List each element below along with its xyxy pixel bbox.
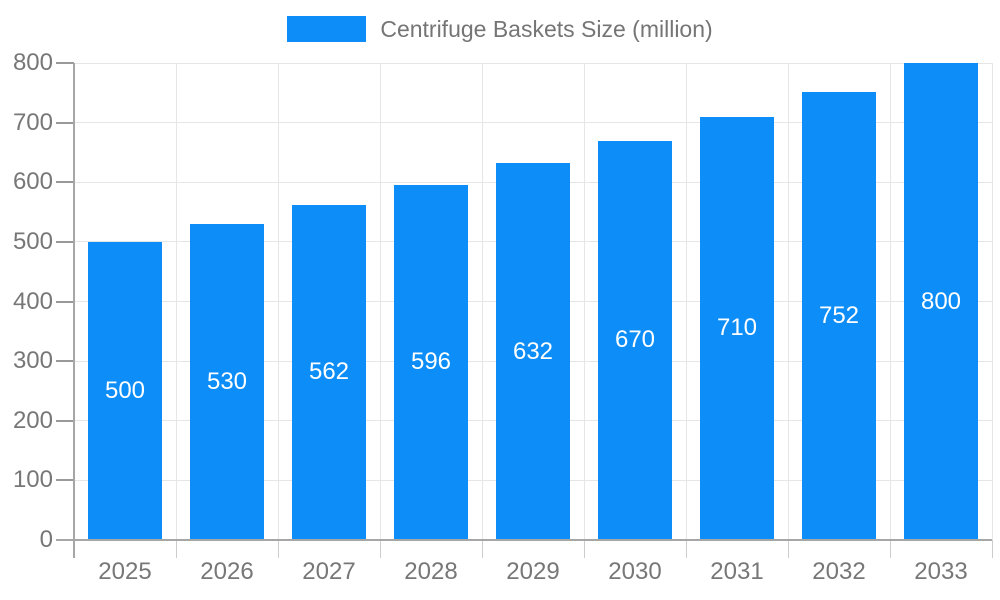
x-tick <box>481 540 483 558</box>
x-tick-label: 2033 <box>914 558 968 585</box>
legend-label[interactable]: Centrifuge Baskets Size (million) <box>380 16 713 42</box>
y-axis-line <box>73 63 75 558</box>
x-tick <box>583 540 585 558</box>
y-tick <box>56 62 74 64</box>
x-tick <box>175 540 177 558</box>
x-tick-label: 2027 <box>302 558 356 585</box>
bar[interactable] <box>598 140 672 540</box>
legend-swatch[interactable] <box>287 16 367 42</box>
bar[interactable] <box>88 241 162 540</box>
x-tick-label: 2026 <box>200 558 254 585</box>
bar[interactable] <box>904 63 978 540</box>
bar-value-label: 632 <box>512 337 554 365</box>
x-grid-line <box>277 63 279 540</box>
x-tick-label: 2025 <box>98 558 152 585</box>
y-tick-label: 100 <box>12 466 53 494</box>
bar-value-label: 752 <box>818 301 860 329</box>
bar-value-label: 596 <box>410 348 452 376</box>
y-tick <box>56 240 74 243</box>
y-tick <box>56 300 74 303</box>
x-tick <box>889 540 891 558</box>
x-tick <box>787 540 789 558</box>
bar[interactable] <box>190 223 264 540</box>
x-tick-label: 2030 <box>608 558 662 585</box>
x-grid-line <box>481 63 483 540</box>
x-axis-line <box>56 539 992 541</box>
x-tick <box>277 540 279 558</box>
x-grid-line <box>175 63 177 540</box>
bar-value-label: 562 <box>308 358 350 386</box>
bar-value-label: 530 <box>206 367 248 395</box>
bar[interactable] <box>394 184 468 540</box>
y-tick <box>56 479 74 482</box>
bar[interactable] <box>292 204 366 540</box>
y-tick-label: 200 <box>12 406 53 434</box>
y-tick <box>56 419 74 422</box>
y-tick-label: 600 <box>12 168 53 196</box>
y-tick-label: 800 <box>12 49 53 76</box>
y-tick-label: 300 <box>12 347 53 375</box>
bar-value-label: 800 <box>920 287 962 315</box>
y-grid-line <box>74 122 992 124</box>
y-tick <box>56 360 74 363</box>
y-tick-label: 500 <box>12 227 53 255</box>
bar-value-label: 670 <box>614 326 656 354</box>
x-tick <box>379 540 381 558</box>
y-tick-label: 700 <box>12 108 53 136</box>
x-grid-line <box>685 63 687 540</box>
y-tick <box>56 121 74 124</box>
bar-value-label: 500 <box>104 376 146 404</box>
x-tick-label: 2028 <box>404 558 458 585</box>
bar[interactable] <box>802 91 876 540</box>
x-tick <box>991 540 993 558</box>
x-grid-line <box>889 63 891 540</box>
x-grid-line <box>991 63 993 540</box>
bar-value-label: 710 <box>716 314 758 342</box>
x-grid-line <box>379 63 381 540</box>
y-tick-label: 400 <box>12 287 53 315</box>
x-grid-line <box>583 63 585 540</box>
x-tick-label: 2029 <box>506 558 560 585</box>
y-grid-line <box>74 62 992 64</box>
x-grid-line <box>787 63 789 540</box>
bar[interactable] <box>496 163 570 540</box>
bar[interactable] <box>700 116 774 540</box>
x-tick <box>685 540 687 558</box>
x-tick-label: 2031 <box>710 558 764 585</box>
legend[interactable]: Centrifuge Baskets Size (million) <box>0 16 1000 42</box>
y-tick <box>56 181 74 184</box>
x-tick-label: 2032 <box>812 558 866 585</box>
y-tick-label: 0 <box>39 526 53 553</box>
